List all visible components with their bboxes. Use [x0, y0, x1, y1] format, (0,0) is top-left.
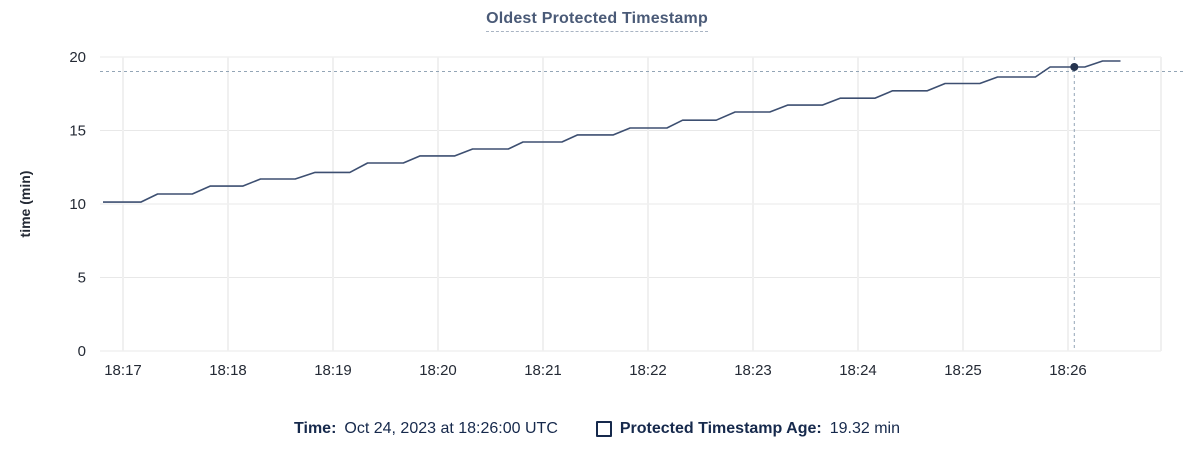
x-tick-label: 18:24 — [839, 362, 877, 379]
hover-time-value: Oct 24, 2023 at 18:26:00 UTC — [344, 420, 558, 437]
x-tick-label: 18:17 — [104, 362, 142, 379]
x-tick-label: 18:22 — [629, 362, 667, 379]
x-tick-label: 18:20 — [419, 362, 457, 379]
hover-legend: Time: Oct 24, 2023 at 18:26:00 UTC Prote… — [0, 420, 1194, 438]
hover-point-dot — [1070, 62, 1079, 71]
series-label: Protected Timestamp Age: — [619, 420, 822, 437]
series-value: 19.32 min — [829, 420, 900, 437]
y-tick-label: 5 — [78, 270, 86, 287]
x-tick-label: 18:26 — [1049, 362, 1087, 379]
hover-time-group: Time: Oct 24, 2023 at 18:26:00 UTC — [294, 420, 558, 438]
x-tick-label: 18:23 — [734, 362, 772, 379]
chart-title-row: Oldest Protected Timestamp — [0, 10, 1194, 32]
y-tick-label: 10 — [69, 196, 86, 213]
hover-time-label: Time: — [294, 420, 337, 437]
y-tick-label: 20 — [69, 49, 86, 66]
line-chart-plot[interactable]: 0 5 10 15 20 18:17 18:18 18:19 18:20 18:21 18:22 18… — [0, 0, 1194, 400]
x-tick-label: 18:19 — [314, 362, 352, 379]
x-tick-label: 18:25 — [944, 362, 982, 379]
y-tick-label: 0 — [78, 343, 86, 360]
series-checkbox-icon[interactable] — [595, 421, 612, 437]
series-line — [103, 60, 1121, 203]
x-tick-label: 18:18 — [209, 362, 247, 379]
chart-title[interactable]: Oldest Protected Timestamp — [486, 10, 708, 32]
legend-item-protected-timestamp-age[interactable]: Protected Timestamp Age: 19.32 min — [595, 420, 900, 438]
x-tick-label: 18:21 — [524, 362, 562, 379]
y-tick-label: 15 — [69, 123, 86, 140]
y-axis-title: time (min) — [17, 171, 33, 238]
